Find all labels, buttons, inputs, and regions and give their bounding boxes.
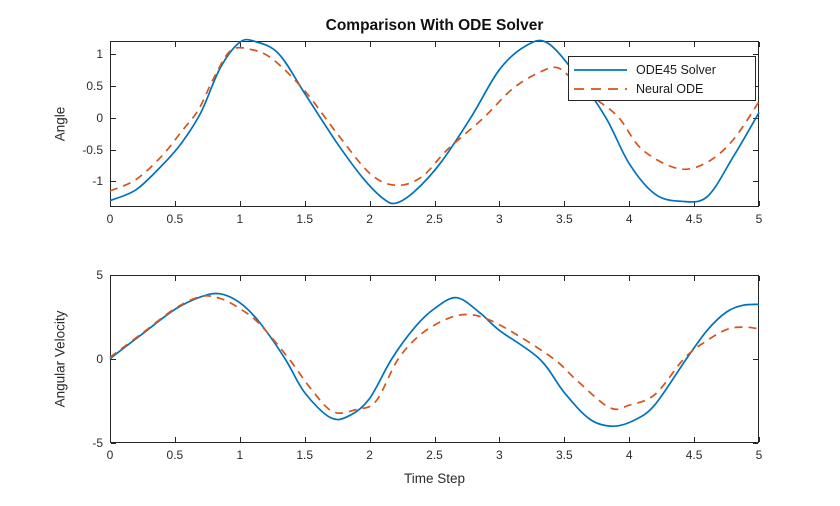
x-tick-label: 2.5: [426, 448, 443, 462]
x-tick-label: 1.5: [296, 212, 314, 226]
x-tick-label: 0.5: [166, 212, 184, 226]
x-tick-label: 2.5: [426, 212, 443, 226]
x-tick-label: 1: [236, 448, 244, 462]
x-tick-label: 3.5: [555, 448, 573, 462]
legend-label: Neural ODE: [636, 81, 704, 96]
x-tick-label: 3.5: [555, 212, 573, 226]
angular-velocity-subplot: [109, 275, 760, 444]
y-tick-label: 0: [96, 352, 103, 366]
ode45-solver-line: [109, 38, 760, 205]
chart-title: Comparison With ODE Solver: [325, 17, 544, 34]
x-tick-label: 5: [755, 212, 763, 226]
legend: ODE45 Solver Neural ODE: [568, 56, 756, 101]
y-tick-label: -5: [92, 436, 103, 450]
x-tick-label: 2: [366, 212, 373, 226]
x-tick-label: 4: [625, 448, 633, 462]
x-axis-label-time-step: Time Step: [403, 471, 466, 486]
x-tick-label: 0.5: [166, 448, 184, 462]
legend-entry-ode45-solver: ODE45 Solver: [569, 60, 755, 79]
x-tick-label: 1.5: [296, 448, 314, 462]
ode45-solver-line-sample-icon: [574, 68, 627, 71]
neural-ode-line: [109, 294, 760, 415]
x-tick-label: 4.5: [685, 212, 703, 226]
ode45-solver-line: [109, 292, 760, 428]
x-tick-label: 0: [106, 212, 114, 226]
x-tick-label: 4: [625, 212, 633, 226]
plot-border: [110, 41, 759, 207]
x-tick-label: 3: [496, 212, 503, 226]
tick-marks: [110, 275, 760, 444]
x-tick-label: 0: [106, 448, 114, 462]
plot-border: [110, 275, 759, 443]
legend-entry-neural-ode: Neural ODE: [569, 79, 755, 98]
x-tick-label: 4.5: [685, 448, 703, 462]
neural-ode-line-sample-icon: [574, 87, 627, 90]
neural-ode-line: [109, 46, 760, 192]
x-tick-label: 5: [755, 448, 763, 462]
x-tick-label: 1: [236, 212, 244, 226]
angle-subplot: [109, 38, 760, 207]
x-tick-label: 2: [366, 448, 373, 462]
y-tick-label: -0.5: [82, 142, 103, 157]
legend-label: ODE45 Solver: [636, 62, 716, 77]
y-tick-label: 0: [96, 110, 103, 125]
x-tick-label: 3: [496, 448, 503, 462]
tick-marks: [110, 42, 760, 206]
y-tick-label: -1: [92, 174, 103, 189]
y-tick-label: 5: [96, 268, 103, 282]
y-tick-label: 1: [96, 46, 103, 61]
y-tick-label: 0.5: [86, 78, 103, 93]
